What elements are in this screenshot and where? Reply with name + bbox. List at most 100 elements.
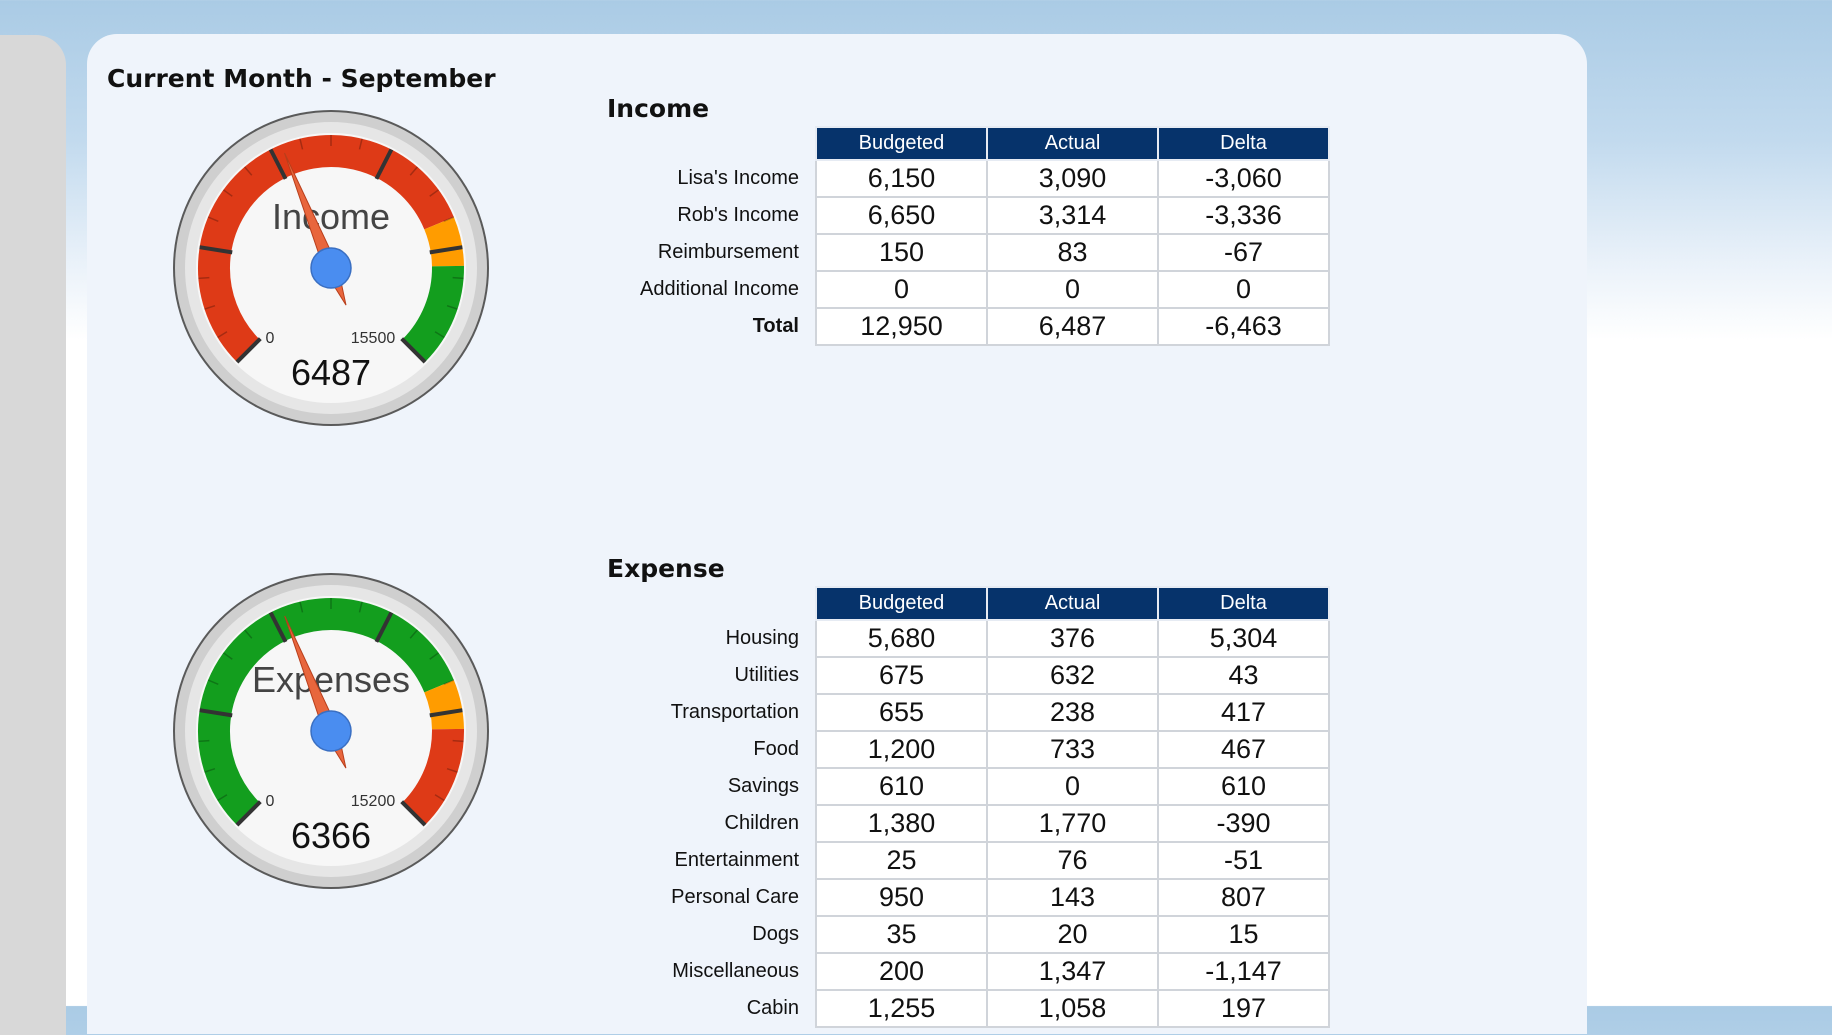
table-row: Utilities 675 632 43 [589, 656, 1330, 695]
delta-cell: -67 [1157, 233, 1330, 272]
gauge-major-tick [199, 245, 233, 255]
delta-cell: 807 [1157, 878, 1330, 917]
column-header-delta: Delta [1157, 586, 1330, 621]
expense-table-header: Budgeted Actual Delta [589, 586, 1330, 621]
budgeted-cell: 655 [815, 693, 988, 732]
row-label: Food [753, 738, 799, 760]
table-row: Cabin 1,255 1,058 197 [589, 989, 1330, 1028]
budgeted-cell: 200 [815, 952, 988, 991]
gauge-minor-tick [204, 767, 216, 773]
actual-cell: 6,487 [986, 307, 1159, 346]
table-row: Lisa's Income 6,150 3,090 -3,060 [589, 159, 1330, 198]
row-label: Transportation [670, 701, 799, 723]
gauge-minor-tick [299, 601, 304, 613]
budgeted-cell: 25 [815, 841, 988, 880]
actual-cell: 632 [986, 656, 1159, 695]
gauge-label: Income [272, 196, 390, 237]
budgeted-cell: 1,255 [815, 989, 988, 1028]
gauge-band-1 [424, 680, 464, 730]
gauge-major-tick [199, 708, 233, 718]
table-row: Entertainment 25 76 -51 [589, 841, 1330, 880]
row-label: Lisa's Income [677, 167, 799, 189]
actual-cell: 3,090 [986, 159, 1159, 198]
actual-cell: 1,058 [986, 989, 1159, 1028]
delta-cell: 417 [1157, 693, 1330, 732]
gauge-label: Expenses [252, 659, 410, 700]
row-label: Personal Care [671, 886, 799, 908]
gauge-minor-tick [409, 629, 418, 639]
budgeted-cell: 0 [815, 270, 988, 309]
actual-cell: 20 [986, 915, 1159, 954]
column-header-budgeted: Budgeted [815, 126, 988, 161]
gauge-minor-tick [452, 276, 464, 280]
budgeted-cell: 1,200 [815, 730, 988, 769]
income-table-header: Budgeted Actual Delta [589, 126, 1330, 161]
gauge-major-tick [374, 611, 394, 643]
delta-cell: 15 [1157, 915, 1330, 954]
actual-cell: 0 [986, 270, 1159, 309]
table-row-total: Total 12,950 6,487 -6,463 [589, 307, 1330, 346]
gauge-minor-tick [198, 739, 210, 743]
budgeted-cell: 675 [815, 656, 988, 695]
gauge-major-tick [429, 245, 463, 255]
gauge-value-label: 6366 [291, 815, 371, 856]
expense-table: Budgeted Actual Delta Housing 5,680 376 … [589, 586, 1330, 1028]
delta-cell: 5,304 [1157, 619, 1330, 658]
delta-cell: -1,147 [1157, 952, 1330, 991]
delta-cell: 43 [1157, 656, 1330, 695]
gauge-major-tick [400, 337, 427, 364]
gauge-band-2 [402, 728, 464, 826]
gauge-hub [310, 247, 352, 289]
gauge-hub [310, 710, 352, 752]
table-row: Reimbursement 150 83 -67 [589, 233, 1330, 272]
actual-cell: 238 [986, 693, 1159, 732]
delta-cell: 0 [1157, 270, 1330, 309]
gauge-minor-tick [204, 304, 216, 310]
row-label: Housing [725, 627, 799, 649]
gauge-minor-tick [299, 138, 304, 150]
budgeted-cell: 6,650 [815, 196, 988, 235]
actual-cell: 0 [986, 767, 1159, 806]
budgeted-cell: 950 [815, 878, 988, 917]
page-title: Current Month - September [107, 64, 496, 93]
income-title: Income [607, 94, 710, 123]
row-label: Cabin [746, 997, 799, 1019]
gauge-value-label: 6487 [291, 352, 371, 393]
gauge-minor-tick [446, 304, 458, 310]
header-spacer [589, 587, 816, 620]
gauge-major-tick [400, 800, 427, 827]
delta-cell: 610 [1157, 767, 1330, 806]
budgeted-cell: 5,680 [815, 619, 988, 658]
gauge-minor-tick [446, 767, 458, 773]
delta-cell: -390 [1157, 804, 1330, 843]
row-label: Total [752, 315, 799, 337]
gauge-band-0 [198, 135, 454, 363]
gauge-band-0 [198, 598, 454, 826]
row-label: Additional Income [640, 278, 799, 300]
table-row: Miscellaneous 200 1,347 -1,147 [589, 952, 1330, 991]
gauge-band-1 [424, 217, 464, 267]
delta-cell: -3,336 [1157, 196, 1330, 235]
actual-cell: 1,347 [986, 952, 1159, 991]
row-label: Savings [727, 775, 799, 797]
budgeted-cell: 610 [815, 767, 988, 806]
income-gauge: Income 0 15500 6487 [171, 108, 491, 428]
gauge-minor-tick [452, 739, 464, 743]
budgeted-cell: 150 [815, 233, 988, 272]
column-header-budgeted: Budgeted [815, 586, 988, 621]
gauge-major-tick [235, 337, 262, 364]
gauge-minor-tick [217, 794, 228, 802]
gauge-major-tick [374, 148, 394, 180]
expenses-gauge-svg: Expenses 0 15200 6366 [173, 573, 489, 889]
gauge-min-label: 0 [266, 330, 275, 347]
row-label: Utilities [734, 664, 799, 686]
row-label: Reimbursement [657, 241, 799, 263]
delta-cell: -3,060 [1157, 159, 1330, 198]
gauge-minor-tick [222, 189, 233, 197]
column-header-delta: Delta [1157, 126, 1330, 161]
gauge-minor-tick [207, 679, 219, 686]
budgeted-cell: 6,150 [815, 159, 988, 198]
delta-cell: -6,463 [1157, 307, 1330, 346]
expense-title: Expense [607, 554, 725, 583]
gauge-major-tick [268, 611, 288, 643]
